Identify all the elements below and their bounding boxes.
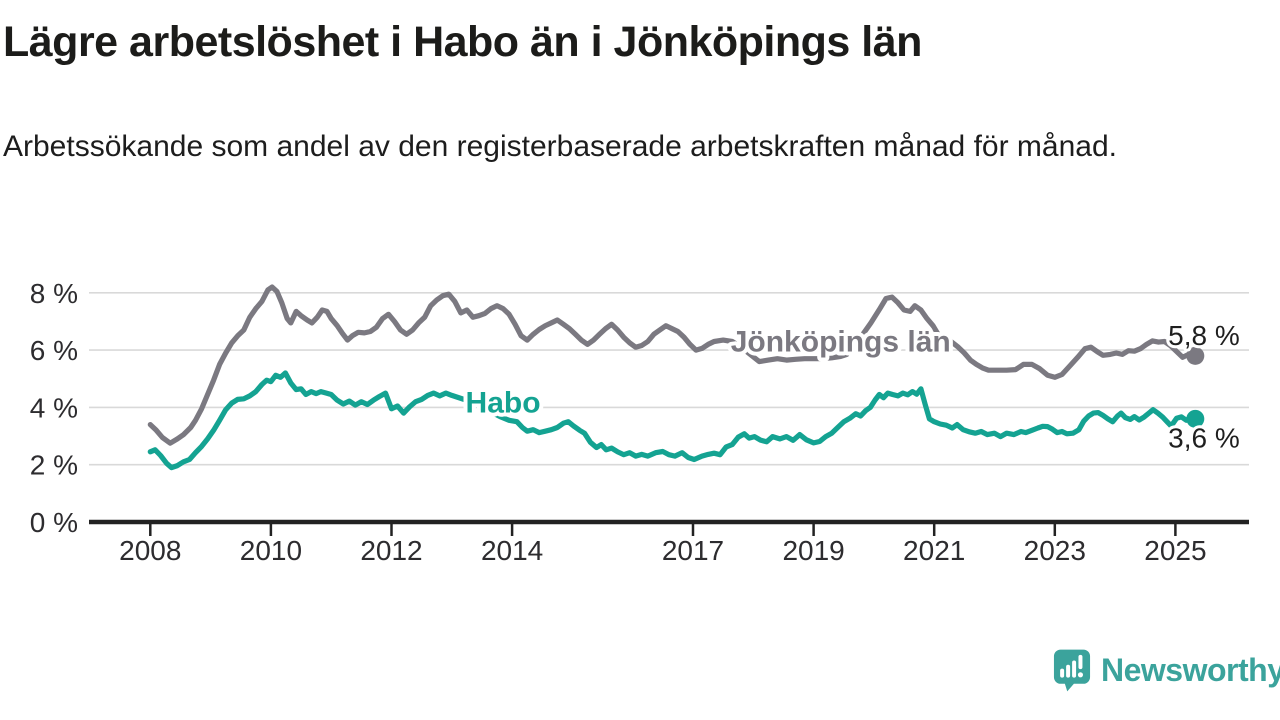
- newsworthy-logo-text: Newsworthy: [1101, 652, 1280, 688]
- series-line-j-nk-pings-l-n: [147, 284, 1198, 446]
- series-label-habo: Habo: [466, 387, 541, 420]
- series-line-habo: [147, 370, 1198, 471]
- y-tick-label: 6 %: [30, 335, 78, 366]
- x-tick-label: 2014: [481, 535, 543, 566]
- newsworthy-brand: Newsworthy: [1053, 648, 1280, 693]
- series-end-dot: [1186, 409, 1205, 428]
- y-tick-label: 4 %: [30, 392, 78, 423]
- chart-subtitle: Arbetssökande som andel av den registerb…: [3, 130, 1117, 163]
- x-tick-label: 2008: [119, 535, 181, 566]
- x-tick-label: 2017: [662, 535, 724, 566]
- y-tick-label: 0 %: [30, 507, 78, 538]
- unemployment-line-chart: 0 % 2 % 4 % 6 % 8 % 2008 2010 2012 2014 2017 2019 2…: [30, 278, 1249, 566]
- y-tick-label: 8 %: [30, 278, 78, 309]
- newsworthy-logo-icon: [1053, 649, 1091, 692]
- y-tick-label: 2 %: [30, 450, 78, 481]
- x-tick-label: 2019: [782, 535, 844, 566]
- page-title: Lägre arbetslöshet i Habo än i Jönköping…: [3, 18, 922, 66]
- x-tick-label: 2021: [903, 535, 965, 566]
- series-end-dot: [1186, 346, 1205, 365]
- x-tick-label: 2023: [1024, 535, 1086, 566]
- x-tick-label: 2025: [1144, 535, 1206, 566]
- series-end-value-label: 3,6 %: [1168, 423, 1240, 454]
- series-end-value-label: 5,8 %: [1168, 320, 1240, 351]
- series-label-j-nk-pings-l-n: Jönköpings län: [731, 326, 951, 359]
- x-tick-label: 2012: [360, 535, 422, 566]
- x-tick-label: 2010: [240, 535, 302, 566]
